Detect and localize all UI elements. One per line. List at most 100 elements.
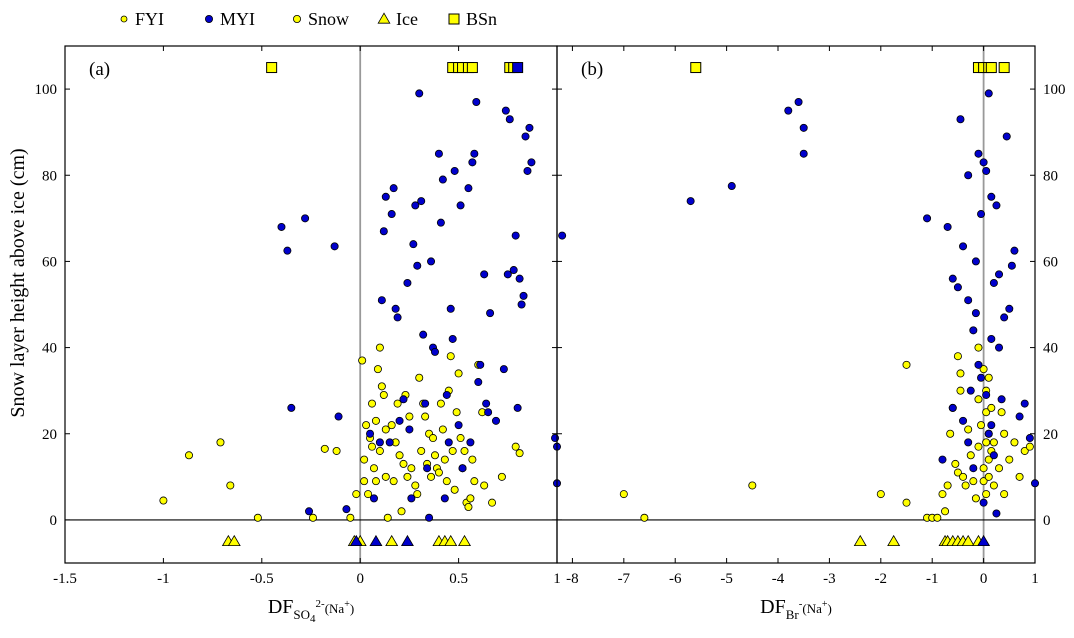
myi-circle-point (342, 505, 351, 514)
snow-circle-point (407, 464, 416, 473)
myi-circle-point (305, 507, 314, 516)
x-axis-title-subscript: SO (293, 607, 310, 622)
snow-circle-point (226, 481, 235, 490)
myi-circle-point (979, 158, 988, 167)
snow-circle-point (403, 472, 412, 481)
snow-circle-point (974, 395, 983, 404)
myi-circle-point (448, 334, 457, 343)
panel-b-label: (b) (581, 59, 603, 80)
x-axis-title-superscript: - (799, 598, 803, 610)
myi-circle-point (440, 494, 449, 503)
myi-circle-point (979, 498, 988, 507)
snow-circle-point (430, 451, 439, 460)
y-tick-label: 60 (42, 254, 57, 270)
snow-circle-point (640, 513, 649, 522)
myi-circle-point (419, 330, 428, 339)
x-tick-label: -1 (926, 571, 939, 587)
snow-circle-point (1020, 446, 1029, 455)
panel-b: -8 -7 -6 -5 -4 -3 -2 -1 0 1020406080100(b)DFBr-(N… (556, 45, 1066, 622)
x-axis-title: DFBr-(Na+) (760, 596, 832, 622)
snow-circle-point (397, 507, 406, 516)
plot-frame (556, 45, 1036, 564)
x-tick-label: -0.5 (250, 571, 274, 587)
myi-circle-point (421, 399, 430, 408)
snow-circle-point (1005, 455, 1014, 464)
snow-circle-point (446, 352, 455, 361)
snow-circle-point (470, 477, 479, 486)
snow-circle-point (989, 481, 998, 490)
snow-circle-point (464, 502, 473, 511)
myi-circle-point (1000, 313, 1009, 322)
y-tick-label-right: 80 (1043, 168, 1058, 184)
myi-circle-point (474, 378, 483, 387)
snow-circle-point (381, 472, 390, 481)
myi-circle-point (959, 242, 968, 251)
myi-circle-point (923, 214, 932, 223)
myi-circle-point (517, 300, 526, 309)
x-axis-title-suffix: (Na (325, 601, 345, 616)
y-axis-title: Snow layer height above ice (cm) (7, 148, 29, 417)
myi-circle-point (971, 257, 980, 266)
myi-circle-point (992, 509, 1001, 518)
y-tick-label-right: 20 (1043, 427, 1058, 443)
x-tick-label: -5 (720, 571, 733, 587)
myi-circle-point (472, 98, 481, 107)
snow-circle-point (442, 477, 451, 486)
x-tick-label: -1.5 (53, 571, 77, 587)
snow-circle-point (450, 485, 459, 494)
snow-circle-point (413, 490, 422, 499)
legend-ice-label: Ice (396, 9, 418, 29)
ice-triangle-point (369, 534, 383, 547)
myi-circle-point (969, 464, 978, 473)
ice-triangle-point (458, 534, 471, 547)
snow-circle-point (969, 477, 978, 486)
snow-circle-point (943, 481, 952, 490)
snow-circle-point (434, 468, 443, 477)
myi-circle-point (407, 494, 416, 503)
myi-circle-point (436, 218, 445, 227)
myi-circle-point (470, 149, 479, 158)
snow-circle-point (362, 421, 371, 430)
myi-circle-point (442, 390, 451, 399)
myi-circle-point (1031, 479, 1040, 488)
snow-circle-point (997, 408, 1006, 417)
x-tick-label: 0.5 (449, 571, 468, 587)
myi-circle-point (482, 399, 491, 408)
myi-circle-point (992, 201, 1001, 210)
snow-circle-point (748, 481, 757, 490)
snow-circle-point (427, 472, 436, 481)
myi-circle-point (464, 184, 473, 193)
panel-a: -1.5 -1 -0.5 0 0.5 1 0 20 40 60 80 100 (a) DFSO42-(Na… (35, 45, 562, 625)
x-tick-label: 1 (1031, 571, 1039, 587)
snow-circle-point (982, 438, 991, 447)
myi-circle-point (995, 343, 1004, 352)
myi-circle-point (387, 210, 396, 219)
myi-circle-point (491, 416, 500, 425)
snow-circle-point (375, 446, 384, 455)
legend-myi-marker (204, 14, 213, 23)
myi-circle-point (486, 309, 495, 318)
myi-circle-point (427, 257, 436, 266)
snow-circle-point (429, 434, 438, 443)
x-tick-label: -2 (875, 571, 888, 587)
snow-circle-point (974, 343, 983, 352)
snow-circle-point (369, 464, 378, 473)
snow-circle-point (902, 360, 911, 369)
myi-circle-point (943, 222, 952, 231)
snow-circle-point (438, 425, 447, 434)
myi-circle-point (301, 214, 310, 223)
snow-circle-point (368, 442, 377, 451)
myi-circle-point (558, 231, 567, 240)
myi-circle-point (444, 438, 453, 447)
myi-circle-point (1005, 304, 1014, 313)
snow-circle-point (216, 438, 225, 447)
snow-circle-point (358, 356, 367, 365)
snow-circle-point (383, 513, 392, 522)
y-tick-label-right: 100 (1043, 82, 1066, 98)
snow-circle-point (381, 425, 390, 434)
legend-bsn-label: BSn (466, 9, 497, 29)
snow-circle-point (515, 449, 524, 458)
y-tick-label: 80 (42, 168, 57, 184)
snow-circle-point (995, 464, 1004, 473)
snow-circle-point (961, 481, 970, 490)
